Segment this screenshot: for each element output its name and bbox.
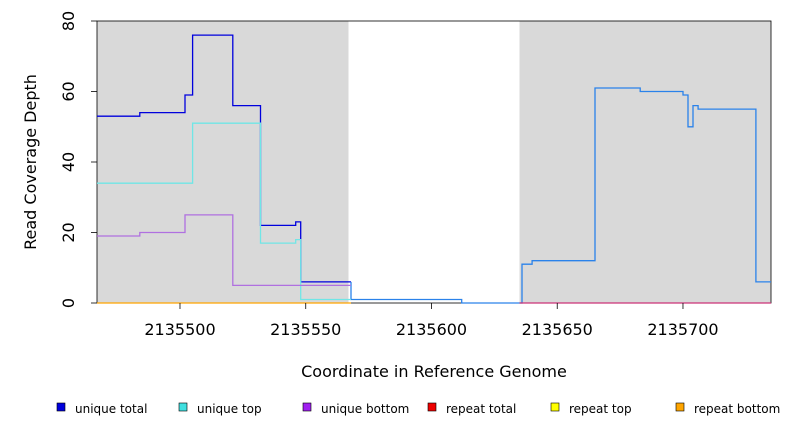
- legend-label-unique-bottom: unique bottom: [321, 402, 409, 416]
- series-line-unique-total-2: [350, 87, 771, 304]
- legend-label-repeat-total: repeat total: [446, 402, 516, 416]
- legend-swatch-unique-top: [178, 402, 188, 412]
- y-tick-label: 80: [59, 11, 78, 31]
- y-axis-title: Read Coverage Depth: [21, 74, 40, 250]
- legend-swatch-repeat-bottom: [675, 402, 685, 412]
- x-tick-label: 2135700: [647, 320, 718, 339]
- legend-swatch-unique-bottom: [302, 402, 312, 412]
- legend-swatch-repeat-total: [427, 402, 437, 412]
- x-axis: 2135500 2135550 2135600 2135650 2135700: [144, 303, 719, 339]
- legend-label-unique-top: unique top: [197, 402, 262, 416]
- x-axis-title: Coordinate in Reference Genome: [301, 362, 567, 381]
- series-line-unique-bottom-1: [97, 214, 351, 287]
- legend-label-unique-total: unique total: [75, 402, 147, 416]
- legend-label-repeat-top: repeat top: [569, 402, 632, 416]
- y-tick-label: 60: [59, 81, 78, 101]
- y-tick-label: 20: [59, 222, 78, 242]
- x-tick-label: 2135550: [270, 320, 341, 339]
- legend: unique total unique top unique bottom repea…: [56, 402, 780, 416]
- legend-label-repeat-bottom: repeat bottom: [694, 402, 780, 416]
- series-line-unique-top-1: [97, 122, 351, 301]
- series-line-unique-total-1: [97, 34, 351, 283]
- legend-swatch-unique-total: [56, 402, 66, 412]
- y-axis: 0 20 40 60 80: [59, 11, 97, 308]
- x-tick-label: 2135500: [144, 320, 215, 339]
- shaded-regions: [97, 21, 771, 303]
- series-lines: [97, 34, 771, 304]
- shaded-region-2: [519, 21, 771, 303]
- x-tick-label: 2135600: [396, 320, 467, 339]
- y-tick-label: 40: [59, 152, 78, 172]
- legend-swatch-repeat-top: [550, 402, 560, 412]
- shaded-region-1: [97, 21, 349, 303]
- y-tick-label: 0: [59, 298, 78, 308]
- x-tick-label: 2135650: [522, 320, 593, 339]
